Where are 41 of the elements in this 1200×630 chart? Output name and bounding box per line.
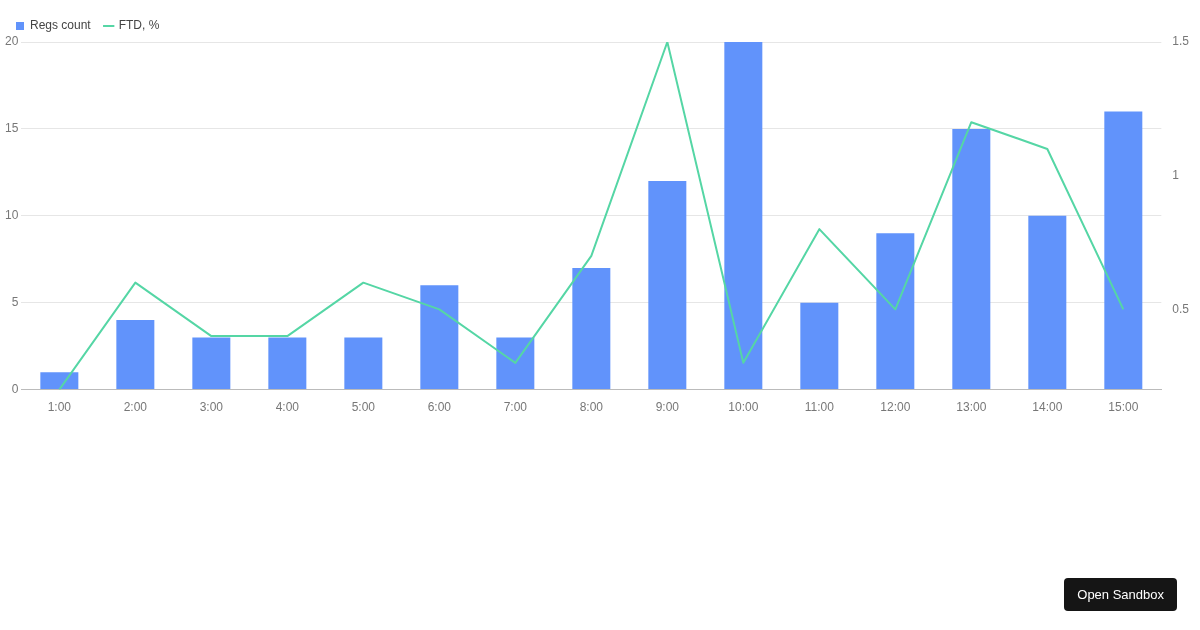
x-tick-label: 11:00 [804,400,835,415]
x-tick-label: 1:00 [47,400,72,415]
x-tick-label: 13:00 [956,400,987,415]
y2-tick-label: 0.5 [1172,301,1190,316]
bar [572,267,611,390]
y-tick-label: 10 [4,208,19,223]
legend-label: FTD, % [118,18,160,33]
bar [724,42,763,390]
x-tick-label: 7:00 [503,400,528,415]
legend-label: Regs count [30,18,92,33]
bar [40,372,79,390]
bar [496,337,535,390]
bar [420,285,459,390]
y-tick-label: 0 [11,381,19,396]
x-tick-label: 6:00 [427,400,452,415]
bar [268,337,307,390]
x-tick-label: 8:00 [579,400,604,415]
x-tick-label: 15:00 [1108,400,1139,415]
x-tick-label: 4:00 [275,400,300,415]
sandbox-button: Open Sandbox [1064,578,1177,611]
bar [192,337,231,390]
y-tick-label: 20 [4,34,19,49]
bar [648,181,687,390]
x-tick-label: 2:00 [123,400,148,415]
y-tick-label: 5 [11,295,19,310]
bar [116,320,155,390]
x-tick-label: 12:00 [880,400,911,415]
bar [952,128,991,390]
y2-tick-label: 1.5 [1172,34,1190,49]
y-tick-label: 15 [4,121,19,136]
bar [876,233,915,390]
bar [1104,111,1143,390]
x-tick-label: 9:00 [655,400,680,415]
bar [800,302,839,390]
y2-tick-label: 1 [1172,168,1180,182]
x-tick-label: 10:00 [728,400,759,415]
bar [344,337,383,390]
bar [1028,215,1067,390]
x-tick-label: 5:00 [351,400,376,415]
x-tick-label: 14:00 [1032,400,1063,415]
x-tick-label: 3:00 [199,400,224,415]
